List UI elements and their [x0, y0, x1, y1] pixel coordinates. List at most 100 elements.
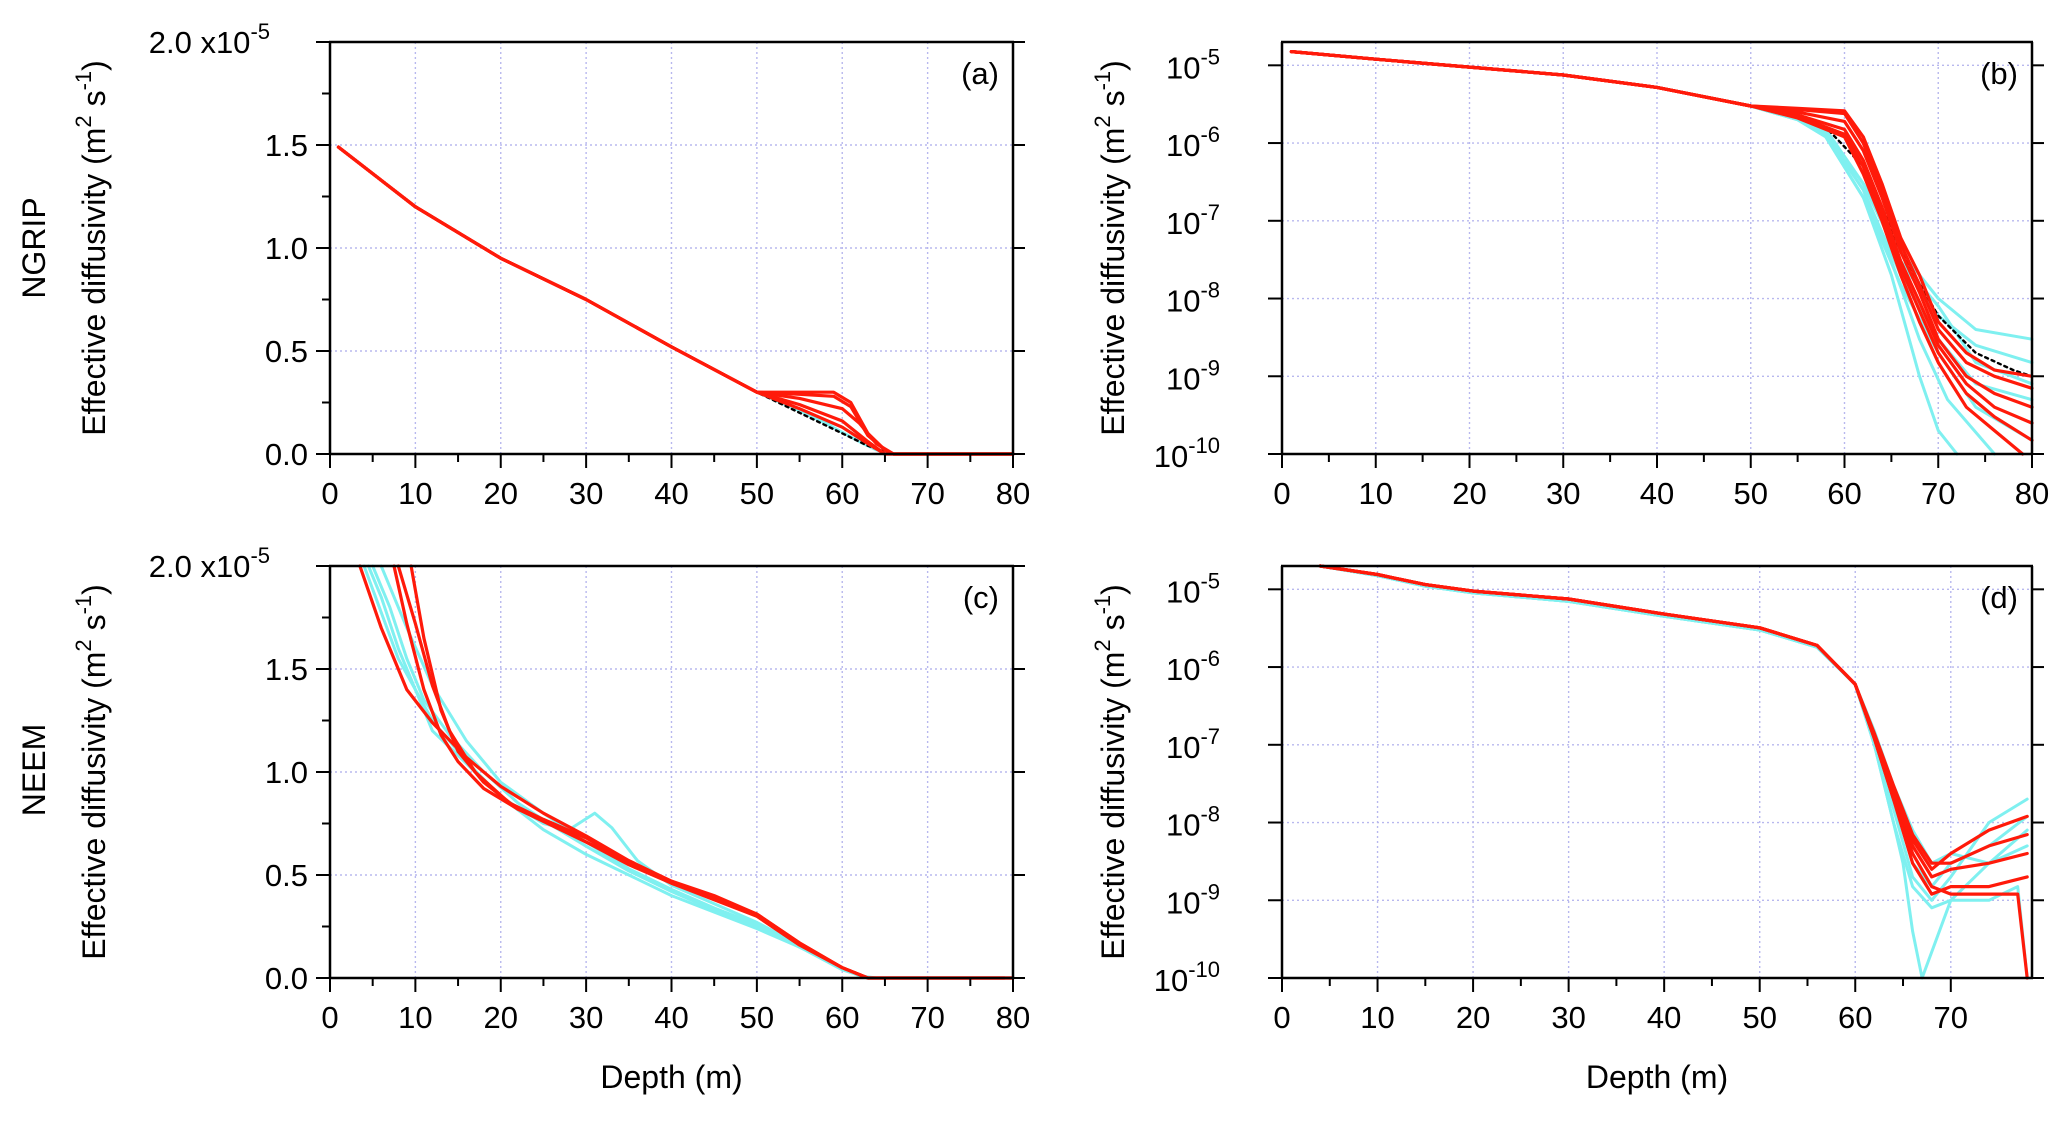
series-line-ensemble: [1289, 50, 2034, 386]
series-line-selected: [336, 145, 1015, 456]
x-tick-label: 0: [1273, 1000, 1290, 1035]
y-tick-label: 2.0 x10-5: [149, 19, 270, 60]
panel-tag: (d): [1980, 580, 2018, 615]
y-axis-label-end: ): [76, 60, 112, 71]
x-tick-label: 60: [825, 1000, 859, 1035]
y-axis-label-mid: s: [76, 614, 112, 639]
y-tick-label: 2.0 x10-5: [149, 543, 270, 584]
series-line-selected: [1289, 49, 2034, 390]
y-tick-base: 10: [1166, 652, 1200, 687]
x-tick-label: 60: [1827, 476, 1861, 511]
y-tick-label: 1.5: [265, 652, 308, 687]
y-tick-value: 1.0: [265, 755, 308, 790]
y-tick-exponent: -7: [1200, 724, 1220, 749]
y-axis-label-exp: 2: [71, 115, 96, 127]
x-tick-label: 30: [569, 1000, 603, 1035]
series-line-selected: [1318, 564, 2029, 980]
y-tick-base: 10: [1166, 808, 1200, 843]
grid-c: [330, 565, 1014, 978]
panels: 0 10 20 30 40 50 60 70 800.00.51.01.52.0 x10-5Ef…: [71, 19, 2049, 1095]
series-line-selected: [1289, 49, 2025, 456]
panel-tag: (c): [963, 580, 999, 615]
x-tick-label: 80: [996, 1000, 1030, 1035]
x-tick-label: 10: [398, 476, 432, 511]
y-axis-label: Effective diffusivity (m2 s-1): [71, 584, 112, 960]
y-axis-label-exp: 2: [1090, 639, 1115, 651]
series-line-selected: [1318, 564, 2029, 865]
x-tick-label: 20: [1452, 476, 1486, 511]
x-tick-label: 0: [321, 476, 338, 511]
x-tick-label: 10: [398, 1000, 432, 1035]
x-tick-label: 40: [1640, 476, 1674, 511]
y-tick-exponent: -8: [1200, 278, 1220, 303]
x-tick-label: 50: [1734, 476, 1768, 511]
series-line-selected: [336, 145, 1015, 456]
y-tick-label: 10-10: [1154, 957, 1220, 998]
x-tick-label: 80: [996, 476, 1030, 511]
y-axis-label-exp: 2: [71, 639, 96, 651]
y-tick-exponent: -5: [250, 543, 270, 568]
x-tick-label: 30: [1546, 476, 1580, 511]
x-tick-label: 60: [825, 476, 859, 511]
y-tick-base: 10: [1166, 885, 1200, 920]
y-tick-label: 10-5: [1166, 568, 1220, 609]
series-line-selected: [1289, 49, 2034, 425]
y-tick-base: 10: [1166, 284, 1200, 319]
x-tick-label: 10: [1360, 1000, 1394, 1035]
y-tick-value: 1.5: [265, 128, 308, 163]
y-tick-exponent: -6: [1200, 646, 1220, 671]
y-tick-label: 0.0: [265, 961, 308, 996]
y-tick-base: 10: [1166, 730, 1200, 765]
y-tick-label: 10-10: [1154, 433, 1220, 474]
y-tick-label: 10-8: [1166, 802, 1220, 843]
series-group-d: [1318, 564, 2029, 980]
y-tick-label: 10-6: [1166, 646, 1220, 687]
y-tick-label: 10-9: [1166, 355, 1220, 396]
x-tick-label: 70: [1934, 1000, 1968, 1035]
series-line-reference: [337, 145, 1015, 456]
series-line-ensemble: [379, 564, 870, 980]
series-line-selected: [1318, 564, 2029, 871]
series-line-selected: [336, 145, 1015, 456]
y-tick-label: 10-7: [1166, 724, 1220, 765]
y-axis-label-main: Effective diffusivity (m: [76, 128, 112, 436]
series-group-b: [1289, 49, 2034, 456]
panel-c: 0 10 20 30 40 50 60 70 80 0.0 0.5 1.0 1.5 2.0 x10-5 Ef…: [71, 543, 1030, 1095]
x-tick-label: 50: [740, 476, 774, 511]
y-tick-label: 10-5: [1166, 44, 1220, 85]
y-tick-exponent: -5: [1200, 568, 1220, 593]
y-tick-value: 2.0 x10: [149, 549, 251, 584]
y-tick-label: 0.0: [265, 437, 308, 472]
series-line-selected: [1289, 49, 2034, 409]
panel-b: 0 10 20 30 40 50 60 70 8010-1010-910-810-710-610…: [1090, 40, 2049, 511]
grid-d: [1282, 566, 2032, 978]
y-axis-label-mid: s: [1095, 90, 1131, 115]
panel-a: 0 10 20 30 40 50 60 70 80 0.0 0.5 1.0 1.5 2.0 x10-5 Ef…: [71, 19, 1030, 511]
series-line-selected: [396, 564, 870, 980]
x-tick-label: 30: [569, 476, 603, 511]
series-line-selected: [1318, 564, 2029, 879]
y-tick-label: 1.5: [265, 128, 308, 163]
y-axis-label-end: ): [1095, 584, 1131, 595]
y-tick-label: 10-7: [1166, 200, 1220, 241]
x-tick-label: 70: [910, 476, 944, 511]
series-group-c: [358, 564, 1015, 980]
x-tick-label: 70: [910, 1000, 944, 1035]
series-group-a: [336, 145, 1015, 456]
series-line-ensemble: [1318, 564, 2029, 980]
grid-a: [330, 41, 1014, 454]
series-line-ensemble: [1289, 50, 1996, 456]
y-tick-base: 10: [1166, 361, 1200, 396]
series-line-ensemble: [1289, 50, 1959, 456]
x-tick-label: 20: [484, 476, 518, 511]
y-tick-value: 0.0: [265, 437, 308, 472]
y-tick-value: 0.5: [265, 334, 308, 369]
y-tick-exponent: -6: [1200, 122, 1220, 147]
y-tick-base: 10: [1166, 206, 1200, 241]
y-tick-base: 10: [1166, 50, 1200, 85]
row-label-neem: NEEM: [16, 724, 52, 816]
panel-tag: (b): [1980, 56, 2018, 91]
y-tick-label: 10-9: [1166, 879, 1220, 920]
series-line-ensemble: [371, 564, 870, 980]
y-tick-base: 10: [1154, 439, 1188, 474]
